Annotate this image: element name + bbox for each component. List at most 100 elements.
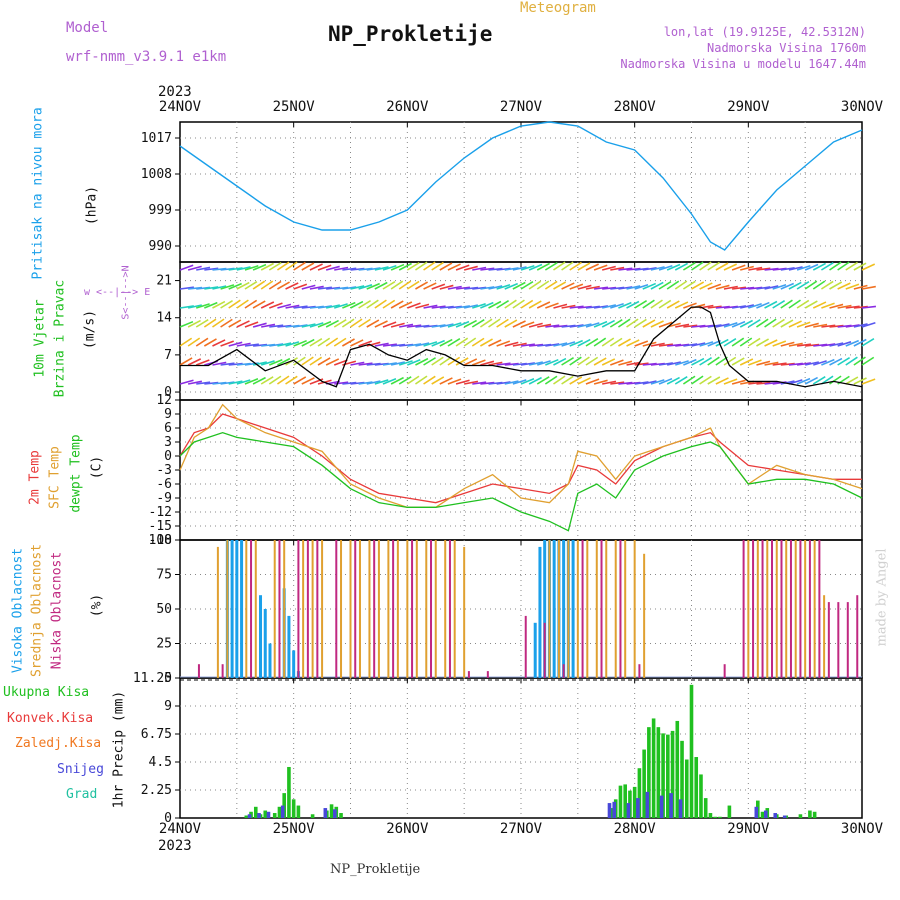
wind-arrow xyxy=(512,299,525,309)
y-tick-label: -6 xyxy=(156,477,172,492)
wind-arrow xyxy=(561,341,576,347)
wind-arrow xyxy=(626,300,640,309)
precip-rain-bar xyxy=(637,768,642,818)
y-tick-label: 1008 xyxy=(141,167,172,182)
wind-arrow xyxy=(812,376,826,385)
precip-rain-bar xyxy=(618,785,623,818)
y-tick-label: 6 xyxy=(164,421,172,436)
wind-arrow xyxy=(691,375,704,385)
wind-arrow xyxy=(301,323,316,328)
precip-rain-bar xyxy=(329,804,334,818)
wind-arrow xyxy=(472,381,487,385)
wind-arrow xyxy=(358,284,373,290)
y-tick-label: 3 xyxy=(164,435,172,450)
cloud-mid-bar xyxy=(340,540,343,678)
wind-compass: w <--|--> E xyxy=(84,287,151,298)
wind-arrow xyxy=(407,302,421,309)
wind-arrow xyxy=(496,300,510,309)
wind-arrow xyxy=(301,377,315,385)
cloud-mid-bar xyxy=(425,540,428,678)
wind-arrow xyxy=(601,265,616,271)
wind-arrow xyxy=(317,286,333,290)
wind-arrow xyxy=(577,377,591,385)
wind-arrow xyxy=(642,299,655,309)
wind-arrow xyxy=(642,282,656,290)
precip-rain-bar xyxy=(675,720,680,818)
precip-rain-bar xyxy=(760,811,765,818)
wind-arrow xyxy=(756,318,769,328)
wind-arrow xyxy=(374,379,389,385)
wind-arrow xyxy=(415,342,430,347)
precip-rain-bar xyxy=(253,806,258,818)
wind-arrow xyxy=(788,281,802,290)
cloud-mid-bar xyxy=(823,595,826,678)
wind-arrow xyxy=(204,286,219,290)
wind-arrow xyxy=(796,377,811,385)
wind-arrow xyxy=(212,361,227,366)
cloud-mid-bar xyxy=(406,540,409,678)
wind-arrow xyxy=(618,301,632,309)
wind-arrow xyxy=(463,319,477,328)
wind-arrow xyxy=(358,381,373,385)
wind-arrow xyxy=(463,358,478,366)
wind-arrow xyxy=(187,380,203,385)
wind-arrow xyxy=(228,299,241,309)
y-tick-label: 6.75 xyxy=(141,727,172,742)
meteogram-label: Meteogram xyxy=(520,0,596,16)
wind-arrow xyxy=(601,337,615,347)
cloud-low-bar xyxy=(638,664,641,678)
wind-arrow xyxy=(674,262,689,271)
wind-arrow xyxy=(861,378,876,385)
wind-arrow xyxy=(187,265,202,271)
wind-arrow xyxy=(699,375,712,385)
cloud-mid-bar xyxy=(302,540,305,678)
y-tick-label: 11.25 xyxy=(133,671,172,686)
wind-arrow xyxy=(439,356,452,366)
wind-arrow xyxy=(480,338,493,347)
wind-arrow xyxy=(423,375,436,385)
wind-arrow xyxy=(691,281,705,290)
cloud-mid-bar xyxy=(595,540,598,678)
cloud-mid-bar xyxy=(349,540,352,678)
wind-arrow xyxy=(756,338,770,347)
wind-arrow xyxy=(715,284,730,290)
cloud-high-bar xyxy=(533,622,537,678)
wind-arrow xyxy=(406,375,420,385)
precip-rain-bar xyxy=(642,749,646,818)
wind-arrow xyxy=(212,318,225,328)
wind-arrow xyxy=(407,324,422,328)
wind-arrow xyxy=(187,358,202,366)
wind-arrow xyxy=(634,381,649,385)
wind-arrow xyxy=(731,320,746,328)
wind-arrow xyxy=(455,264,470,271)
y-tick-label: -3 xyxy=(156,463,172,478)
date-tick-label: 24NOV xyxy=(158,99,202,115)
wind-arrow xyxy=(545,358,559,366)
y-tick-label: 9 xyxy=(164,699,172,714)
wind-arrow xyxy=(650,320,664,328)
wind-arrow xyxy=(804,280,818,290)
wind-arrow xyxy=(609,337,623,347)
wind-arrow xyxy=(325,319,339,328)
cloud-low-bar xyxy=(335,540,338,678)
wind-arrow xyxy=(569,376,583,385)
wind-arrow xyxy=(220,362,235,366)
wind-arrow xyxy=(236,342,251,347)
wind-arrow xyxy=(439,284,454,290)
precip-rain-bar xyxy=(263,810,268,818)
wind-arrow xyxy=(602,304,617,309)
wind-arrow xyxy=(528,300,542,309)
wind-arrow xyxy=(512,379,527,385)
wind-arrow xyxy=(845,261,858,271)
wind-arrow xyxy=(610,303,624,309)
wind-arrow xyxy=(431,305,446,309)
wind-arrow xyxy=(236,281,250,290)
cloud-low-bar xyxy=(411,540,414,678)
wind-arrow xyxy=(252,300,266,309)
wind-arrow xyxy=(228,362,243,366)
wind-arrow xyxy=(715,377,729,385)
wind-arrow xyxy=(666,376,680,385)
wind-arrow xyxy=(350,339,364,347)
precip-rain-bar xyxy=(812,811,817,818)
wind-arrow xyxy=(723,263,738,271)
